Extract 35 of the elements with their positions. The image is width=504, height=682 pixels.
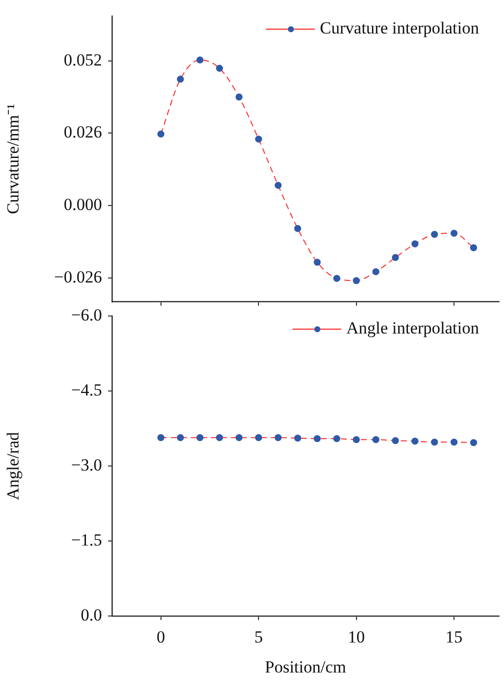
point xyxy=(372,268,380,276)
point xyxy=(196,56,204,64)
point xyxy=(431,230,438,238)
y-tick-label: 0.026 xyxy=(64,122,102,142)
point xyxy=(236,94,243,101)
point xyxy=(411,240,418,248)
legend-label: Angle interpolation xyxy=(346,318,480,338)
point xyxy=(333,274,340,282)
x-tick-label: 15 xyxy=(446,628,463,647)
y-axis-title: Curvature/mm⁻¹ xyxy=(4,104,23,214)
point xyxy=(255,136,262,143)
x-axis-title: Position/cm xyxy=(264,657,346,676)
point xyxy=(450,230,458,237)
y-tick-label: −3.0 xyxy=(71,456,102,475)
y-tick-label: −4.5 xyxy=(71,380,102,400)
point xyxy=(274,182,282,189)
point xyxy=(314,258,321,266)
y-tick-label: −0.026 xyxy=(54,268,102,287)
y-tick-label: 0.0 xyxy=(80,605,102,624)
y-axis-title: Angle/rad xyxy=(4,432,23,500)
y-tick-label: 0.052 xyxy=(64,50,102,70)
point xyxy=(352,277,360,284)
point xyxy=(392,254,399,261)
point xyxy=(470,244,478,252)
y-tick-label: 0.000 xyxy=(64,195,102,214)
x-tick-label: 0 xyxy=(156,628,166,647)
y-tick-label: −6.0 xyxy=(71,306,102,325)
x-tick-label: 10 xyxy=(348,628,365,647)
point xyxy=(157,130,164,138)
point xyxy=(294,225,302,232)
y-tick-label: −1.5 xyxy=(71,530,102,550)
point xyxy=(216,64,223,72)
legend-label: Curvature interpolation xyxy=(320,18,480,38)
point xyxy=(176,76,184,83)
x-tick-label: 5 xyxy=(254,628,263,647)
